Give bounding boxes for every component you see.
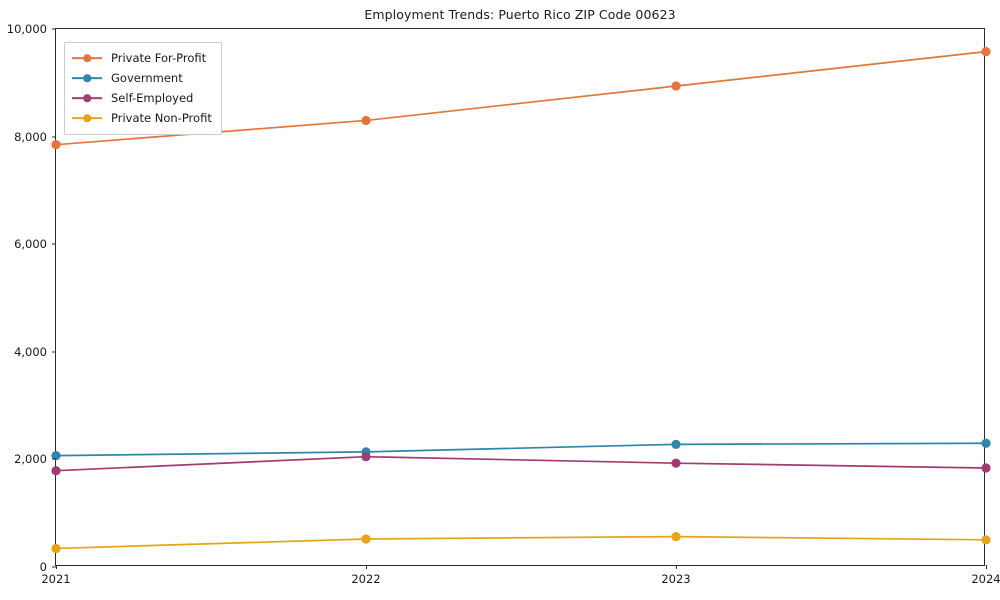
y-axis-tick-mark <box>52 351 56 353</box>
series-private-non-profit <box>51 532 991 554</box>
series-line <box>55 442 987 457</box>
legend-item-private-non-profit[interactable]: Private Non-Profit <box>72 108 212 128</box>
data-point[interactable] <box>981 47 991 57</box>
x-axis-tick-label: 2021 <box>41 572 71 586</box>
y-axis-tick-label: 4,000 <box>14 344 47 359</box>
legend-label: Self-Employed <box>111 91 194 105</box>
x-axis-tick-label: 2022 <box>351 572 381 586</box>
y-axis-tick-mark <box>52 566 56 568</box>
data-point[interactable] <box>361 452 371 462</box>
series-line <box>55 455 987 472</box>
x-axis-tick-mark <box>55 565 57 569</box>
data-point[interactable] <box>671 439 681 449</box>
data-point[interactable] <box>51 466 61 476</box>
y-axis-tick-label: 6,000 <box>14 237 47 252</box>
legend-swatch-icon <box>72 92 102 104</box>
data-point[interactable] <box>671 458 681 468</box>
legend-label: Private Non-Profit <box>111 111 212 125</box>
y-axis-tick-mark <box>52 28 56 30</box>
chart-title: Employment Trends: Puerto Rico ZIP Code … <box>364 7 676 22</box>
series-line <box>55 535 987 550</box>
data-point[interactable] <box>51 543 61 554</box>
y-axis-tick-mark <box>52 243 56 245</box>
legend-swatch-icon <box>72 72 102 84</box>
x-axis-tick-mark <box>985 565 987 569</box>
y-axis-tick-label: 8,000 <box>14 129 47 144</box>
data-point[interactable] <box>981 438 991 448</box>
data-point[interactable] <box>981 535 991 545</box>
legend-item-private-for-profit[interactable]: Private For-Profit <box>72 48 212 68</box>
data-point[interactable] <box>981 463 991 473</box>
x-axis-tick-label: 2023 <box>661 572 691 586</box>
x-axis-tick-mark <box>675 565 677 569</box>
legend-label: Private For-Profit <box>111 51 207 65</box>
x-axis-tick-label: 2024 <box>971 572 1000 586</box>
legend-item-self-employed[interactable]: Self-Employed <box>72 88 212 108</box>
data-point[interactable] <box>51 451 61 461</box>
legend-item-government[interactable]: Government <box>72 68 212 88</box>
legend-label: Government <box>111 71 183 85</box>
data-point[interactable] <box>361 534 371 544</box>
chart-legend: Private For-Profit Government Self-Emplo… <box>64 42 222 135</box>
data-point[interactable] <box>361 115 371 126</box>
y-axis-tick-mark <box>52 136 56 138</box>
x-axis-tick-mark <box>365 565 367 569</box>
data-point[interactable] <box>671 81 681 91</box>
y-axis-tick-label: 0 <box>39 560 47 574</box>
legend-swatch-icon <box>72 112 102 124</box>
y-axis-tick-mark <box>52 458 56 460</box>
series-government <box>51 438 991 461</box>
y-axis-tick-label: 10,000 <box>6 22 47 36</box>
data-point[interactable] <box>671 532 681 542</box>
series-self-employed <box>51 452 991 476</box>
data-point[interactable] <box>51 140 61 150</box>
legend-swatch-icon <box>72 52 102 64</box>
y-axis-tick-label: 2,000 <box>14 452 47 467</box>
